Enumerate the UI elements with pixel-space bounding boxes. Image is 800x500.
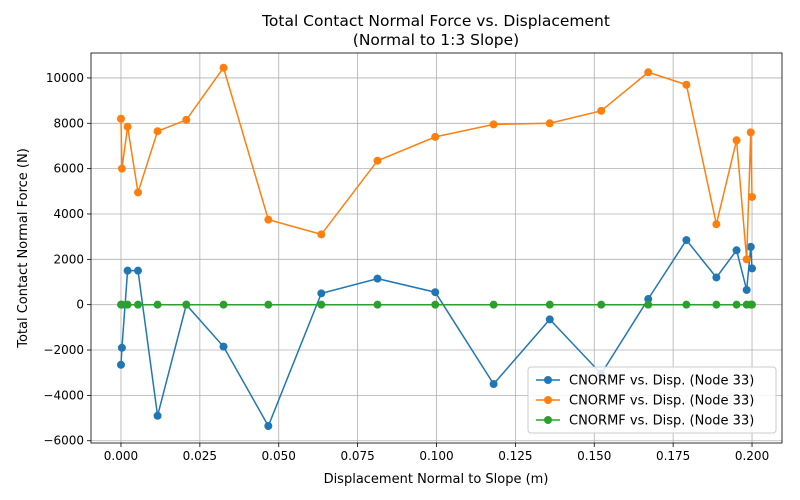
legend-item: CNORMF vs. Disp. (Node 33) — [536, 414, 754, 429]
y-tick-label: 6000 — [53, 162, 84, 176]
data-point — [153, 300, 162, 309]
data-point — [219, 63, 228, 72]
x-axis-label: Displacement Normal to Slope (m) — [324, 472, 549, 487]
y-tick-label: −4000 — [43, 388, 84, 402]
legend-marker — [544, 416, 552, 424]
x-tick-label: 0.175 — [656, 449, 690, 463]
data-point — [134, 266, 143, 275]
data-point — [134, 300, 143, 309]
data-point — [732, 300, 741, 309]
legend-item: CNORMF vs. Disp. (Node 33) — [536, 374, 754, 389]
data-point — [597, 300, 606, 309]
series-1 — [116, 236, 757, 430]
legend: CNORMF vs. Disp. (Node 33) CNORMF vs. Dis… — [527, 366, 777, 434]
data-point — [682, 80, 691, 89]
data-point — [317, 289, 326, 298]
data-point — [317, 230, 326, 239]
x-tick-label: 0.075 — [340, 449, 374, 463]
data-point — [644, 295, 653, 304]
data-point — [219, 342, 228, 351]
data-point — [489, 300, 498, 309]
data-point — [117, 343, 126, 352]
data-point — [116, 360, 125, 369]
y-tick-label: −6000 — [43, 434, 84, 448]
data-point — [742, 285, 751, 294]
data-point — [748, 192, 757, 201]
chart-title: Total Contact Normal Force vs. Displacem… — [261, 12, 610, 30]
data-point — [153, 127, 162, 136]
data-point — [644, 68, 653, 77]
data-point — [264, 300, 273, 309]
data-point — [123, 300, 132, 309]
data-point — [742, 255, 751, 264]
y-tick-label: 8000 — [53, 116, 84, 130]
legend-marker — [544, 376, 552, 384]
data-point — [373, 274, 382, 283]
y-tick-label: 0 — [76, 298, 84, 312]
legend-label: CNORMF vs. Disp. (Node 33) — [569, 394, 754, 409]
series-3 — [116, 300, 757, 309]
x-tick-label: 0.200 — [735, 449, 769, 463]
data-point — [644, 300, 653, 309]
x-tick-label: 0.000 — [104, 449, 138, 463]
x-tick-label: 0.125 — [498, 449, 532, 463]
data-point — [545, 315, 554, 324]
data-point — [489, 380, 498, 389]
data-point — [732, 136, 741, 145]
y-tick-label: 4000 — [53, 207, 84, 221]
data-point — [317, 300, 326, 309]
data-point — [682, 236, 691, 245]
data-point — [712, 220, 721, 229]
y-axis-label: Total Contact Normal Force (N) — [16, 148, 31, 349]
series-2 — [116, 63, 757, 264]
x-tick-label: 0.025 — [183, 449, 217, 463]
x-tick-label: 0.050 — [262, 449, 296, 463]
data-point — [746, 242, 755, 251]
data-point — [712, 273, 721, 282]
data-point — [748, 264, 757, 273]
data-point — [117, 300, 126, 309]
data-point — [182, 115, 191, 124]
y-tick-label: −2000 — [43, 343, 84, 357]
data-point — [732, 246, 741, 255]
data-point — [489, 120, 498, 129]
data-point — [712, 300, 721, 309]
data-point — [682, 300, 691, 309]
y-tick-label: 10000 — [46, 71, 84, 85]
data-point — [264, 215, 273, 224]
data-point — [431, 132, 440, 141]
legend-marker — [544, 396, 552, 404]
x-tick-label: 0.100 — [419, 449, 453, 463]
series-layer — [116, 63, 757, 430]
data-point — [373, 156, 382, 165]
data-point — [431, 288, 440, 297]
data-point — [545, 119, 554, 128]
data-point — [748, 300, 757, 309]
data-point — [117, 164, 126, 173]
data-point — [219, 300, 228, 309]
legend-item: CNORMF vs. Disp. (Node 33) — [536, 394, 754, 409]
data-point — [431, 300, 440, 309]
data-point — [153, 411, 162, 420]
x-tick-label: 0.150 — [577, 449, 611, 463]
data-point — [116, 114, 125, 123]
legend-label: CNORMF vs. Disp. (Node 33) — [569, 414, 754, 429]
data-point — [545, 300, 554, 309]
data-point — [134, 188, 143, 197]
y-tick-label: 2000 — [53, 252, 84, 266]
legend-label: CNORMF vs. Disp. (Node 33) — [569, 374, 754, 389]
data-point — [123, 266, 132, 275]
data-point — [373, 300, 382, 309]
data-point — [597, 106, 606, 115]
ticks: 0.000 0.025 0.050 0.075 0.100 0.125 0.150 0.175… — [43, 71, 769, 463]
data-point — [746, 128, 755, 137]
data-point — [182, 300, 191, 309]
data-point — [123, 122, 132, 131]
legend-box — [527, 366, 777, 434]
chart-subtitle: (Normal to 1:3 Slope) — [353, 31, 519, 49]
data-point — [264, 421, 273, 430]
